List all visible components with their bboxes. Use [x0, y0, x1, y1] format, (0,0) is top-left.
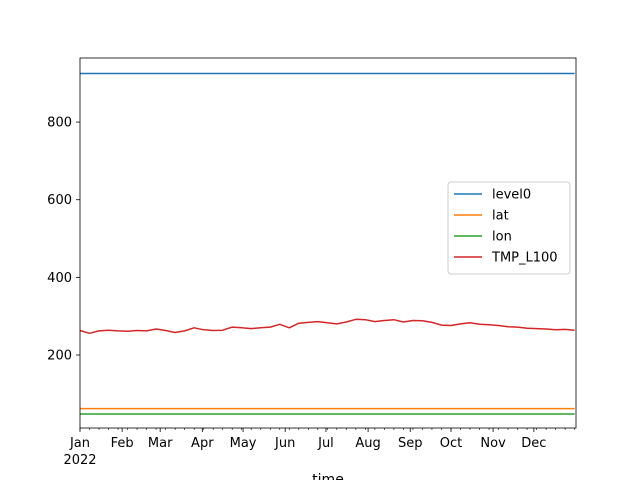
legend-label: level0: [492, 188, 531, 203]
legend: level0 lat lon TMP_L100: [447, 181, 571, 275]
x-tick-label: May: [230, 436, 257, 451]
plot-frame: [79, 57, 577, 429]
x-tick-label: Dec: [521, 436, 546, 451]
x-axis-title: time: [312, 472, 344, 480]
y-tick-label: 200: [47, 349, 72, 364]
legend-label: lon: [492, 230, 512, 245]
series-layer: [79, 72, 575, 415]
x-tick-label: Jan: [69, 436, 90, 451]
x-tick-label: Aug: [355, 436, 380, 451]
y-axis: 200 400 600 800: [47, 116, 80, 364]
y-tick-label: 800: [47, 116, 72, 131]
x-tick-label: Jul: [317, 436, 334, 451]
x-tick-label: Nov: [480, 436, 506, 451]
series-line-tmp-l100: [79, 318, 575, 335]
x-tick-label: Mar: [148, 436, 173, 451]
x-tick-label: Apr: [191, 436, 214, 451]
legend-box: [447, 181, 571, 275]
x-tick-sublabel: 2022: [63, 453, 96, 468]
y-tick-label: 600: [47, 193, 72, 208]
x-tick-label: Jun: [274, 436, 295, 451]
x-axis: Jan 2022 Feb Mar Apr May Jun Jul Aug Sep Oct Nov Dec: [63, 428, 575, 468]
legend-label: TMP_L100: [491, 251, 558, 266]
x-tick-label: Sep: [398, 436, 423, 451]
x-tick-label: Feb: [111, 436, 134, 451]
x-tick-label: Oct: [440, 436, 462, 451]
y-tick-label: 400: [47, 271, 72, 286]
legend-label: lat: [492, 209, 509, 224]
